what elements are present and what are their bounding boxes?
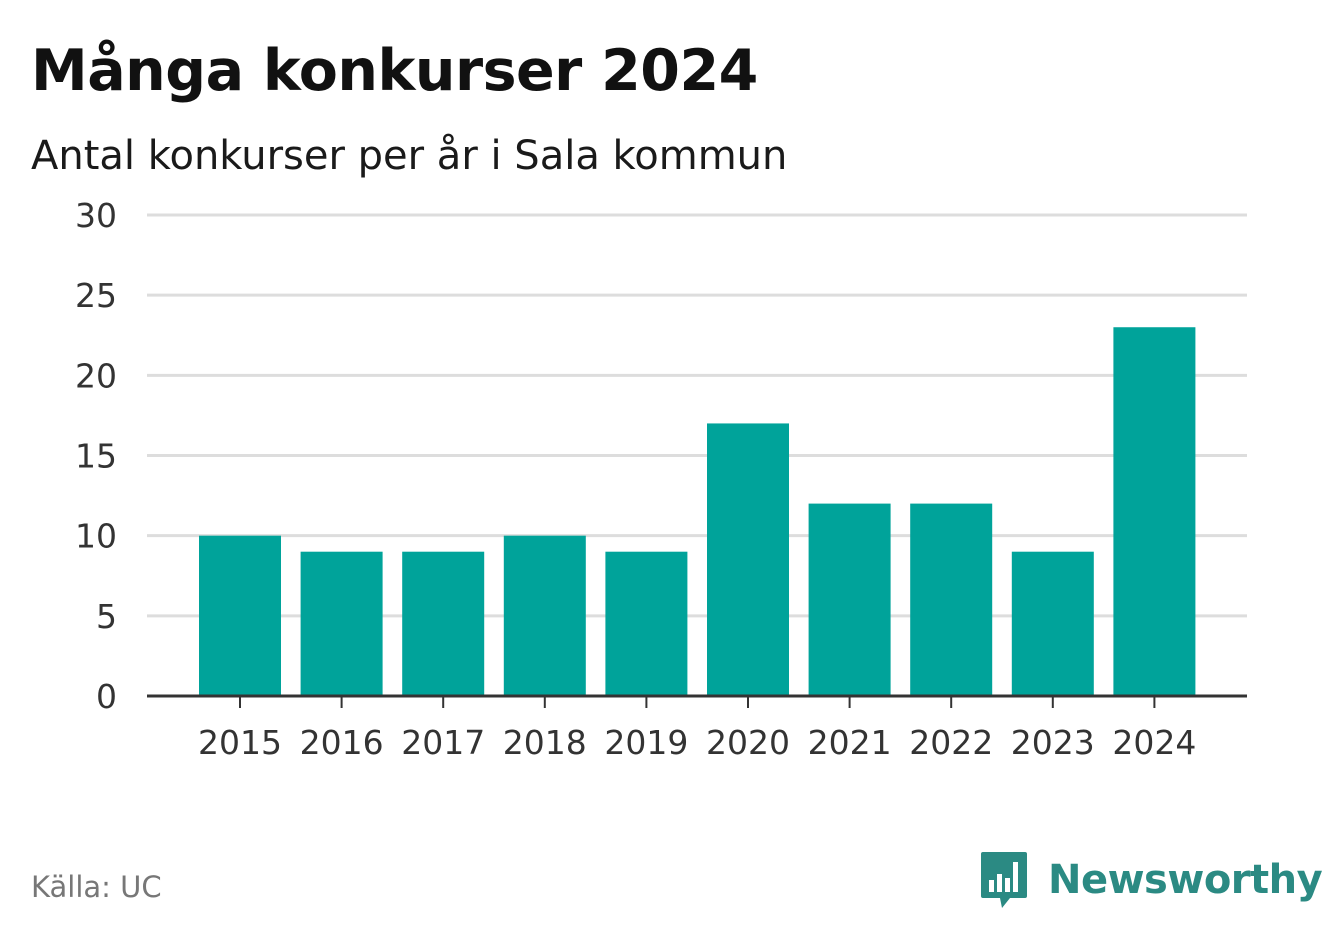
x-tick-label: 2019 xyxy=(604,723,688,762)
bar-2022 xyxy=(910,503,993,696)
x-axis xyxy=(147,694,1247,708)
bar-chart: 0 5 10 15 20 25 30 2015 2016 2017 2018 2019 2020 202… xyxy=(75,196,1247,762)
source-note: Källa: UC xyxy=(31,870,162,904)
x-tick-label: 2024 xyxy=(1112,723,1196,762)
bar-2019 xyxy=(605,551,688,696)
x-tick-label: 2020 xyxy=(706,723,790,762)
x-tick-label: 2016 xyxy=(300,723,384,762)
brand-name: Newsworthy xyxy=(1048,857,1322,903)
y-tick-label: 15 xyxy=(75,437,117,476)
brand-logo: Newsworthy xyxy=(980,850,1322,910)
y-tick-label: 25 xyxy=(75,276,117,315)
y-tick-label: 30 xyxy=(75,196,117,235)
bar-2020 xyxy=(707,423,789,696)
bar-2017 xyxy=(402,551,485,696)
x-tick-label: 2017 xyxy=(401,723,485,762)
x-tick-label: 2021 xyxy=(808,723,892,762)
bar-chart-speech-bubble-icon xyxy=(981,852,1027,908)
x-axis-ticks: 2015 2016 2017 2018 2019 2020 2021 2022 2023 2024 xyxy=(198,723,1196,762)
bar-2015 xyxy=(199,535,281,696)
y-tick-label: 5 xyxy=(96,597,117,636)
x-tick-label: 2015 xyxy=(198,723,282,762)
bar-2023 xyxy=(1011,551,1094,696)
chart-subtitle: Antal konkurser per år i Sala kommun xyxy=(31,133,788,179)
bar-2024 xyxy=(1113,327,1196,696)
chart-title: Många konkurser 2024 xyxy=(31,38,758,104)
bar-2021 xyxy=(808,503,891,696)
bar-2018 xyxy=(503,535,586,696)
y-tick-label: 10 xyxy=(75,517,117,556)
x-tick-label: 2018 xyxy=(503,723,587,762)
bar-2016 xyxy=(300,551,383,696)
x-tick-label: 2023 xyxy=(1011,723,1095,762)
y-axis-ticks: 0 5 10 15 20 25 30 xyxy=(75,196,117,716)
y-tick-label: 20 xyxy=(75,356,117,395)
y-tick-label: 0 xyxy=(96,677,117,716)
bars xyxy=(199,327,1196,696)
x-tick-label: 2022 xyxy=(909,723,993,762)
